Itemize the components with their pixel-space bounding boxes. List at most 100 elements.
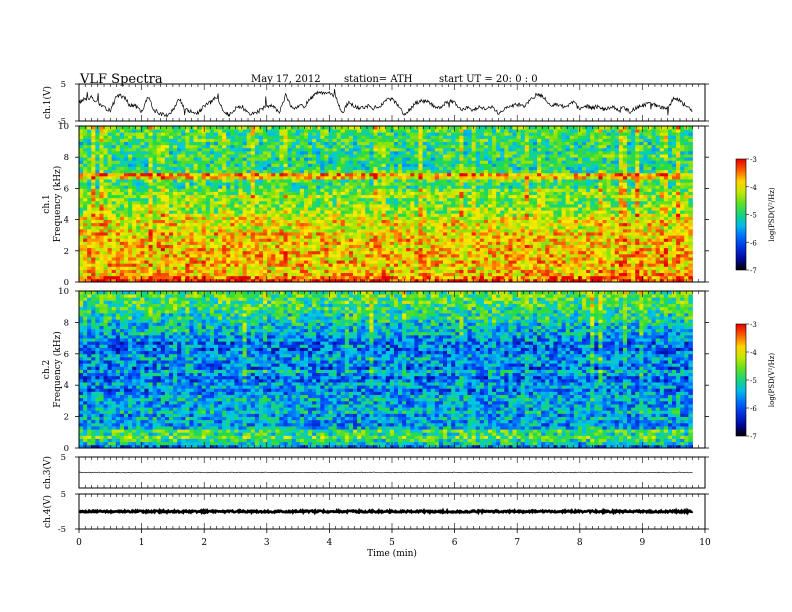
ch1_spectrogram-cell: [308, 169, 313, 174]
ch1_spectrogram-cell: [279, 185, 284, 189]
ch1_spectrogram-cell: [103, 253, 109, 258]
ch1_spectrogram-cell: [414, 172, 419, 177]
ch1_spectrogram-cell: [398, 129, 403, 133]
ch1_spectrogram-cell: [291, 150, 297, 155]
ch1_spectrogram-cell: [279, 241, 284, 245]
ch1_spectrogram-cell: [152, 179, 158, 183]
ch1_spectrogram-cell: [336, 266, 342, 270]
ch1_spectrogram-cell: [361, 275, 366, 280]
ch1_spectrogram-cell: [332, 247, 338, 252]
ch1_spectrogram-cell: [385, 244, 391, 249]
ch1_spectrogram-cell: [226, 222, 231, 227]
ch1_spectrogram-cell: [189, 219, 194, 224]
ch1_spectrogram-cell: [340, 244, 346, 249]
ch1_spectrogram-cell: [385, 154, 391, 158]
ch1_spectrogram-cell: [410, 126, 415, 130]
ch1_spectrogram-cell: [271, 138, 276, 142]
ch1_spectrogram-cell: [173, 225, 178, 230]
ch1_spectrogram-cell: [115, 257, 121, 261]
ch1_spectrogram-cell: [148, 191, 154, 196]
ch1_spectrogram-cell: [218, 188, 223, 192]
ch1_spectrogram-cell: [218, 257, 223, 261]
ch1_spectrogram-cell: [111, 191, 117, 196]
ch1_spectrogram-cell: [234, 138, 239, 142]
ch1_spectrogram-cell: [152, 241, 158, 245]
ch1_spectrogram-cell: [308, 185, 313, 189]
ch1_spectrogram-cell: [230, 250, 235, 255]
ch1_spectrogram-cell: [132, 263, 137, 267]
ch1_spectrogram-cell: [291, 269, 297, 274]
ch1_spectrogram-cell: [209, 204, 215, 208]
ch1_spectrogram-cell: [79, 160, 84, 164]
ch1_spectrogram-cell: [226, 182, 231, 186]
ch1_spectrogram-cell: [303, 269, 309, 274]
ch1_spectrogram-cell: [173, 160, 178, 164]
ch1_spectrogram-cell: [119, 266, 125, 270]
ch1_spectrogram-cell: [222, 166, 227, 171]
ch1_spectrogram-cell: [83, 160, 88, 164]
ch1_spectrogram-cell: [238, 191, 243, 196]
ch1_spectrogram-cell: [79, 247, 84, 252]
ch1_spectrogram-cell: [250, 144, 256, 149]
ch1_spectrogram-cell: [336, 213, 342, 217]
ch1_spectrogram-cell: [299, 260, 305, 264]
ch1_spectrogram-cell: [295, 263, 301, 267]
ch1_spectrogram-cell: [246, 185, 252, 189]
ch1_spectrogram-cell: [279, 191, 284, 196]
ch1_spectrogram-cell: [430, 263, 436, 267]
ch1_spectrogram-cell: [406, 197, 411, 202]
ch1_spectrogram-cell: [344, 250, 350, 255]
ch1_spectrogram-cell: [226, 269, 231, 274]
ch1_spectrogram-cell: [193, 213, 199, 217]
ch1_spectrogram-cell: [222, 126, 227, 130]
ch1_spectrogram-cell: [267, 266, 272, 270]
ch1_spectrogram-cell: [99, 169, 104, 174]
ch1_spectrogram-cell: [291, 157, 297, 161]
ch1_spectrogram-cell: [160, 257, 166, 261]
ch1_spectrogram-cell: [218, 154, 223, 158]
ch1_spectrogram-cell: [132, 141, 137, 146]
ch1_spectrogram-cell: [222, 172, 227, 177]
ch1_spectrogram-cell: [213, 141, 219, 146]
ch1_spectrogram-cell: [230, 232, 235, 236]
ch1_spectrogram-cell: [418, 172, 423, 177]
ch1_spectrogram-cell: [230, 219, 235, 224]
ch1_spectrogram-cell: [205, 163, 211, 167]
ch1_spectrogram-cell: [348, 250, 354, 255]
ch1_spectrogram-cell: [291, 238, 297, 242]
ch1_spectrogram-cell: [340, 194, 346, 199]
ch1_spectrogram-cell: [365, 213, 370, 217]
ch1_spectrogram-cell: [185, 263, 190, 267]
ch1_spectrogram-cell: [369, 169, 374, 174]
ch1_spectrogram-cell: [402, 241, 407, 245]
ch1_spectrogram-cell: [348, 275, 354, 280]
ch1_spectrogram-cell: [119, 213, 125, 217]
ch1_spectrogram-cell: [422, 257, 428, 261]
ch1_spectrogram-cell: [103, 185, 109, 189]
ch1_spectrogram-cell: [402, 263, 407, 267]
ch1_spectrogram-cell: [422, 250, 428, 255]
ch1_spectrogram-cell: [287, 126, 293, 130]
ch1_spectrogram-cell: [414, 213, 419, 217]
ch1_spectrogram-cell: [312, 169, 317, 174]
ch1_spectrogram-cell: [246, 172, 252, 177]
ch1_spectrogram-cell: [275, 244, 280, 249]
ch1_spectrogram-cell: [177, 147, 182, 152]
ch1_spectrogram-cell: [83, 132, 88, 136]
ch1_spectrogram-cell: [87, 135, 92, 139]
ch1_spectrogram-cell: [353, 138, 358, 142]
ch1_spectrogram-cell: [189, 185, 194, 189]
ch1_spectrogram-cell: [111, 263, 117, 267]
ch1_spectrogram-cell: [213, 160, 219, 164]
ch1_spectrogram-cell: [164, 175, 170, 180]
ch1_spectrogram-cell: [328, 241, 333, 245]
ch1_spectrogram-cell: [336, 154, 342, 158]
ch1_spectrogram-cell: [99, 247, 104, 252]
ch1_spectrogram-cell: [320, 269, 325, 274]
ch1_spectrogram-cell: [324, 247, 329, 252]
ch1_spectrogram-cell: [279, 210, 284, 214]
ch1_spectrogram-cell: [193, 250, 199, 255]
ch1_spectrogram-cell: [393, 182, 399, 186]
station-label: station= ATH: [344, 74, 413, 85]
ch1_spectrogram-cell: [348, 126, 354, 130]
